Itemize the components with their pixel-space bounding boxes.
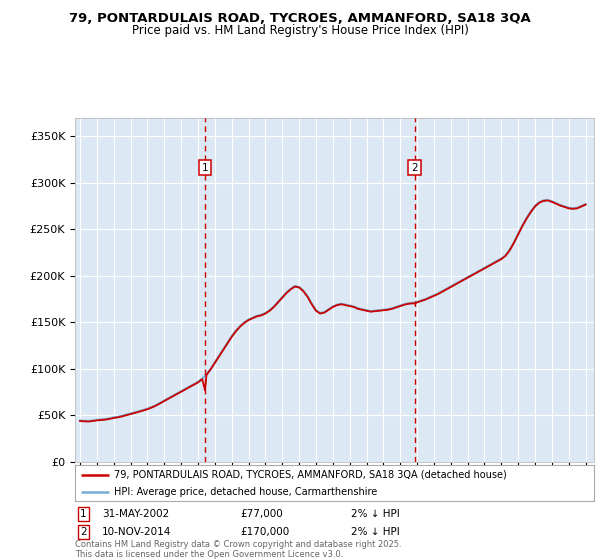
- Text: £170,000: £170,000: [240, 527, 289, 537]
- Text: 79, PONTARDULAIS ROAD, TYCROES, AMMANFORD, SA18 3QA: 79, PONTARDULAIS ROAD, TYCROES, AMMANFOR…: [69, 12, 531, 25]
- Text: Contains HM Land Registry data © Crown copyright and database right 2025.
This d: Contains HM Land Registry data © Crown c…: [75, 540, 401, 559]
- Text: 79, PONTARDULAIS ROAD, TYCROES, AMMANFORD, SA18 3QA (detached house): 79, PONTARDULAIS ROAD, TYCROES, AMMANFOR…: [114, 470, 506, 480]
- Text: £77,000: £77,000: [240, 509, 283, 519]
- Text: 31-MAY-2002: 31-MAY-2002: [102, 509, 169, 519]
- Text: Price paid vs. HM Land Registry's House Price Index (HPI): Price paid vs. HM Land Registry's House …: [131, 24, 469, 37]
- Text: 2% ↓ HPI: 2% ↓ HPI: [351, 527, 400, 537]
- Text: 2: 2: [412, 162, 418, 172]
- Text: 1: 1: [80, 509, 86, 519]
- Text: 2: 2: [80, 527, 86, 537]
- Text: 1: 1: [202, 162, 208, 172]
- Text: HPI: Average price, detached house, Carmarthenshire: HPI: Average price, detached house, Carm…: [114, 487, 377, 497]
- Text: 2% ↓ HPI: 2% ↓ HPI: [351, 509, 400, 519]
- Text: 10-NOV-2014: 10-NOV-2014: [102, 527, 172, 537]
